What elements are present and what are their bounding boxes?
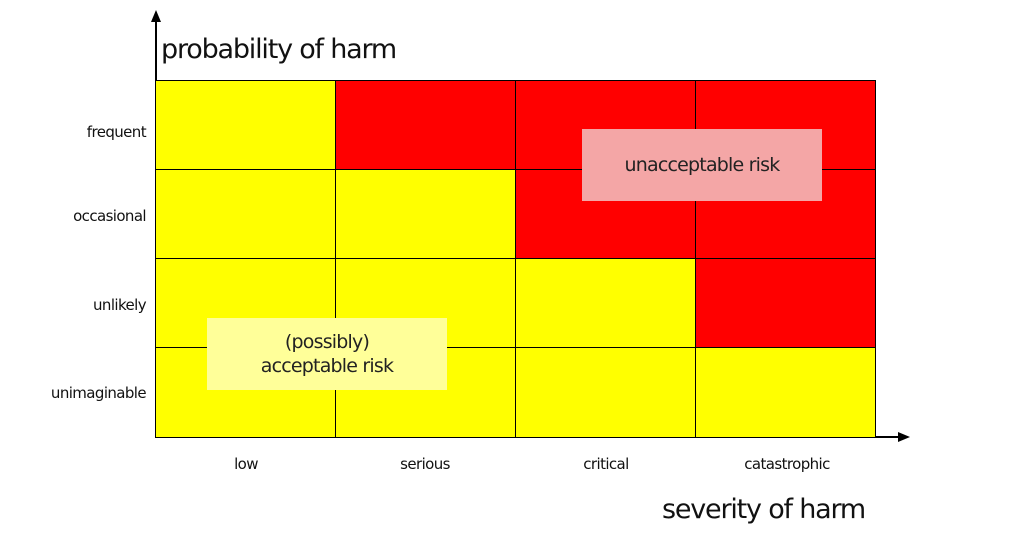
- unacceptable-risk-label: unacceptable risk: [624, 154, 781, 176]
- row-label-unlikely: unlikely: [93, 296, 147, 314]
- y-axis-arrow-icon: [151, 10, 161, 22]
- acceptable-risk-box: (possibly) acceptable risk: [207, 318, 447, 390]
- matrix-cell-frequent-serious: [336, 80, 516, 170]
- column-label-serious: serious: [400, 455, 450, 473]
- row-label-frequent: frequent: [86, 123, 147, 141]
- x-axis-title: severity of harm: [662, 494, 866, 525]
- matrix-cell-unlikely-catastrophic: [696, 259, 876, 348]
- x-axis-arrow-icon: [898, 432, 910, 442]
- matrix-cell-occasional-low: [156, 170, 336, 259]
- column-label-low: low: [234, 455, 258, 473]
- row-label-unimaginable: unimaginable: [50, 384, 147, 402]
- y-axis-title: probability of harm: [161, 34, 397, 65]
- unacceptable-risk-box: unacceptable risk: [582, 129, 822, 201]
- row-label-occasional: occasional: [73, 207, 146, 225]
- matrix-cell-unimaginable-catastrophic: [696, 348, 876, 438]
- matrix-cell-occasional-serious: [336, 170, 516, 259]
- column-label-catastrophic: catastrophic: [744, 455, 830, 473]
- acceptable-risk-label-line2: acceptable risk: [260, 355, 394, 377]
- matrix-cell-frequent-low: [156, 80, 336, 170]
- matrix-cell-unlikely-critical: [516, 259, 696, 348]
- column-label-critical: critical: [583, 455, 629, 473]
- matrix-cell-unimaginable-critical: [516, 348, 696, 438]
- acceptable-risk-label-line1: (possibly): [284, 331, 370, 353]
